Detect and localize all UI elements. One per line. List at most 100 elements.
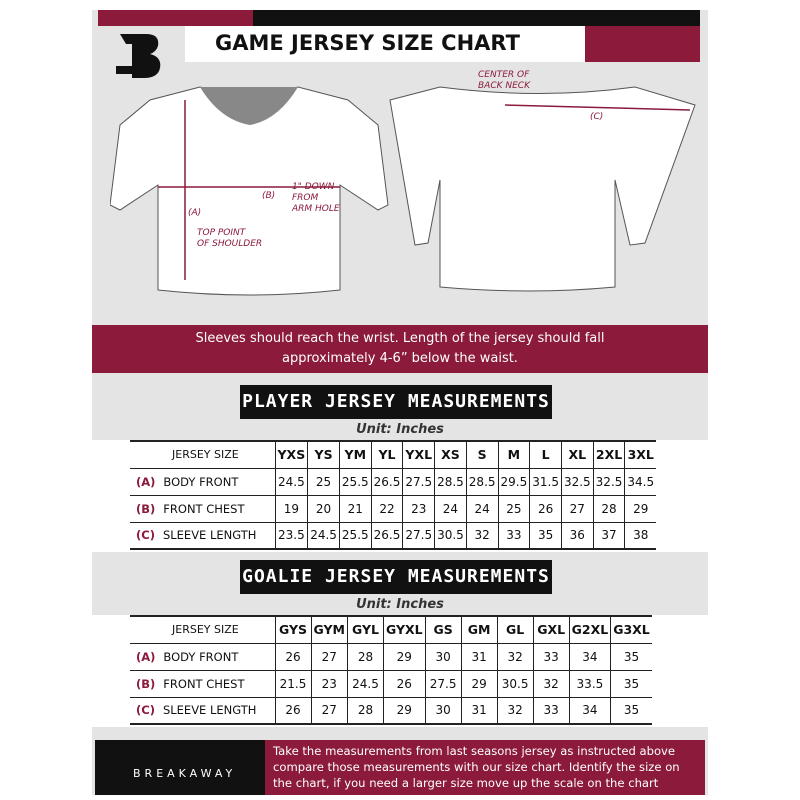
table-row: (C) SLEEVE LENGTH 26 27 28 29 30 31 32 33 34 35	[130, 697, 652, 725]
player-size-table: JERSEY SIZE YXS YS YM YL YXL XS S M L XL 2XL 3XL (A) B…	[130, 440, 657, 550]
back-jersey-outline	[389, 86, 696, 292]
table-cell: 32	[496, 697, 534, 725]
table-cell: 26	[529, 495, 562, 523]
table-cell: 25.5	[338, 522, 372, 550]
table-cell: 33	[532, 697, 570, 725]
table-cell: 19	[274, 495, 308, 523]
size-yxs: YXS	[274, 440, 308, 469]
table-cell: 36	[560, 522, 594, 550]
table-cell: 24.5	[307, 522, 340, 550]
player-section-title: PLAYER JERSEY MEASUREMENTS	[240, 385, 552, 419]
table-cell: 30.5	[434, 522, 467, 550]
row-label: (C) SLEEVE LENGTH	[130, 697, 275, 725]
table-cell: 27	[310, 697, 348, 725]
goalie-size-table: JERSEY SIZE GYS GYM GYL GYXL GS GM GL GXL G2XL G3X…	[130, 615, 652, 725]
table-cell: 32.5	[592, 468, 625, 496]
table-cell: 27.5	[402, 468, 435, 496]
row-label: (A) BODY FRONT	[130, 643, 275, 671]
table-cell: 33	[497, 522, 530, 550]
table-cell: 34	[568, 697, 611, 725]
player-unit: Unit: Inches	[356, 422, 444, 437]
size-header: JERSEY SIZE	[130, 615, 275, 644]
table-cell: 32.5	[560, 468, 594, 496]
table-cell: 25.5	[338, 468, 372, 496]
table-cell: 33	[532, 643, 570, 671]
table-cell: 27.5	[402, 522, 435, 550]
size-m: M	[497, 440, 530, 469]
table-cell: 24.5	[346, 670, 384, 698]
size-ym: YM	[338, 440, 372, 469]
size-gm: GM	[460, 615, 498, 644]
table-cell: 26	[274, 643, 311, 671]
size-2xl: 2XL	[592, 440, 625, 469]
page-title: GAME JERSEY SIZE CHART	[185, 26, 585, 62]
table-row: (A) BODY FRONT 26 27 28 29 30 31 32 33 34 35	[130, 643, 652, 671]
table-cell: 27	[310, 643, 348, 671]
size-yl: YL	[370, 440, 403, 469]
size-3xl: 3XL	[624, 440, 657, 469]
brand-name: BREAKAWAY	[133, 767, 237, 780]
table-cell: 38	[624, 522, 657, 550]
table-cell: 34	[568, 643, 611, 671]
row-label: (C) SLEEVE LENGTH	[130, 522, 275, 550]
table-cell: 31	[460, 643, 498, 671]
note-c: CENTER OF BACK NECK	[478, 70, 530, 91]
label-a: (A)	[188, 208, 202, 218]
table-cell: 22	[370, 495, 403, 523]
size-g3xl: G3XL	[610, 615, 652, 644]
table-cell: 25	[307, 468, 340, 496]
table-cell: 26	[382, 670, 426, 698]
note-a: TOP POINT OF SHOULDER	[197, 228, 263, 249]
label-b: (B)	[262, 191, 276, 201]
top-bar	[253, 10, 700, 26]
table-cell: 24.5	[274, 468, 308, 496]
table-row: (B) FRONT CHEST 19 20 21 22 23 24 24 25 26 27 28 29	[130, 495, 657, 523]
table-row: (A) BODY FRONT 24.5 25 25.5 26.5 27.5 28.5 28.5 2…	[130, 468, 657, 496]
top-bar-accent	[98, 10, 253, 26]
table-cell: 21.5	[274, 670, 311, 698]
table-cell: 30	[424, 643, 462, 671]
table-cell: 28.5	[434, 468, 467, 496]
table-cell: 28.5	[465, 468, 499, 496]
size-gl: GL	[496, 615, 534, 644]
table-cell: 35	[529, 522, 562, 550]
table-cell: 27.5	[424, 670, 462, 698]
table-cell: 21	[338, 495, 372, 523]
size-gyl: GYL	[346, 615, 384, 644]
row-label: (A) BODY FRONT	[130, 468, 275, 496]
footer-instructions: Take the measurements from last seasons …	[265, 740, 705, 795]
table-cell: 35	[610, 643, 652, 671]
size-gym: GYM	[310, 615, 348, 644]
table-cell: 26.5	[370, 522, 403, 550]
fit-instructions-banner: Sleeves should reach the wrist. Length o…	[92, 325, 708, 373]
row-label: (B) FRONT CHEST	[130, 495, 275, 523]
table-cell: 32	[496, 643, 534, 671]
table-cell: 29	[624, 495, 657, 523]
table-cell: 37	[592, 522, 625, 550]
table-cell: 25	[497, 495, 530, 523]
table-cell: 23.5	[274, 522, 308, 550]
measure-line-c	[504, 104, 691, 111]
table-cell: 32	[532, 670, 570, 698]
table-cell: 26	[274, 697, 311, 725]
size-s: S	[465, 440, 499, 469]
table-row: (B) FRONT CHEST 21.5 23 24.5 26 27.5 29 30.5 32 33…	[130, 670, 652, 698]
table-cell: 30.5	[496, 670, 534, 698]
table-cell: 27	[560, 495, 594, 523]
table-cell: 24	[434, 495, 467, 523]
table-cell: 29	[382, 697, 426, 725]
table-cell: 34.5	[624, 468, 657, 496]
size-xl: XL	[560, 440, 594, 469]
size-g2xl: G2XL	[568, 615, 611, 644]
size-header: JERSEY SIZE	[130, 440, 275, 469]
title-accent	[585, 26, 700, 62]
table-cell: 28	[346, 697, 384, 725]
brand-logo	[116, 34, 161, 78]
goalie-unit: Unit: Inches	[356, 597, 444, 612]
size-yxl: YXL	[402, 440, 435, 469]
table-cell: 29.5	[497, 468, 530, 496]
table-cell: 28	[346, 643, 384, 671]
size-gs: GS	[424, 615, 462, 644]
table-cell: 30	[424, 697, 462, 725]
table-cell: 23	[310, 670, 348, 698]
